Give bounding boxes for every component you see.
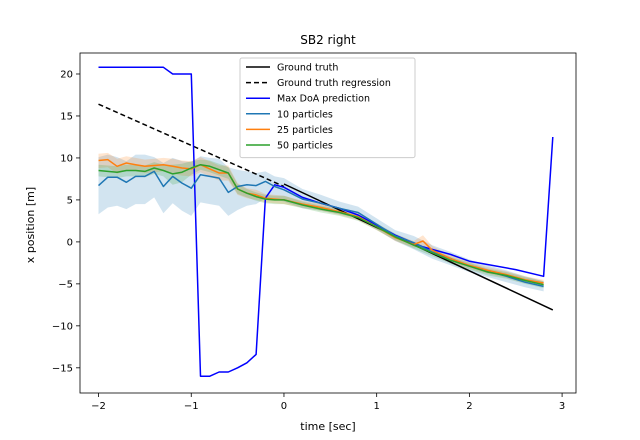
series-line-ground-truth-regression (98, 103, 285, 188)
legend-entry-ground-truth: Ground truth (277, 63, 338, 74)
legend-entry-max-doa-prediction: Max DoA prediction (277, 94, 370, 105)
x-tick-label: 1 (373, 401, 379, 412)
y-axis-label: x position [m] (24, 187, 37, 263)
series-line-50-particles (98, 163, 544, 286)
y-axis: −15 −10 −5 0 5 10 15 20 (52, 69, 80, 374)
y-tick-label: −10 (52, 321, 73, 332)
y-tick-label: 15 (60, 111, 73, 122)
series-lines (97, 66, 554, 377)
x-tick-label: 2 (466, 401, 472, 412)
legend-entry-ground-truth-regression: Ground truth regression (277, 78, 391, 89)
plot-frame (79, 52, 577, 394)
y-tick-label: 10 (60, 153, 73, 164)
x-tick-label: −2 (91, 401, 106, 412)
y-tick-label: 20 (60, 69, 73, 80)
legend-entry-25-particles: 25 particles (277, 125, 333, 136)
x-tick-label: −1 (184, 401, 199, 412)
legend-entry-50-particles: 50 particles (277, 141, 333, 152)
x-tick-label: 0 (281, 401, 287, 412)
confidence-bands (98, 152, 544, 292)
y-tick-label: 0 (67, 237, 73, 248)
legend: Ground truth Ground truth regression Max D… (239, 57, 416, 159)
series-line-10-particles (97, 170, 544, 288)
band-10-particles (98, 154, 544, 292)
chart-title: SB2 right (300, 33, 356, 47)
y-tick-label: 5 (67, 195, 73, 206)
x-tick-label: 3 (559, 401, 565, 412)
legend-entry-10-particles: 10 particles (277, 109, 333, 120)
series-line-max-doa-prediction (98, 66, 554, 377)
y-tick-label: −5 (58, 279, 73, 290)
legend-box (239, 57, 416, 159)
x-axis-label: time [sec] (300, 420, 355, 433)
y-tick-label: −15 (52, 363, 73, 374)
x-axis: −2 −1 0 1 2 3 (91, 393, 565, 412)
series-line-25-particles (98, 158, 544, 284)
band-50-particles (98, 159, 544, 289)
